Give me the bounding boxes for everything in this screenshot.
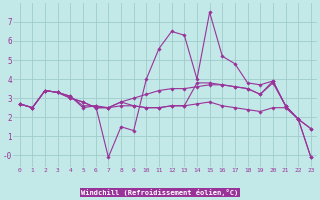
Text: Windchill (Refroidissement éolien,°C): Windchill (Refroidissement éolien,°C)	[81, 189, 239, 196]
